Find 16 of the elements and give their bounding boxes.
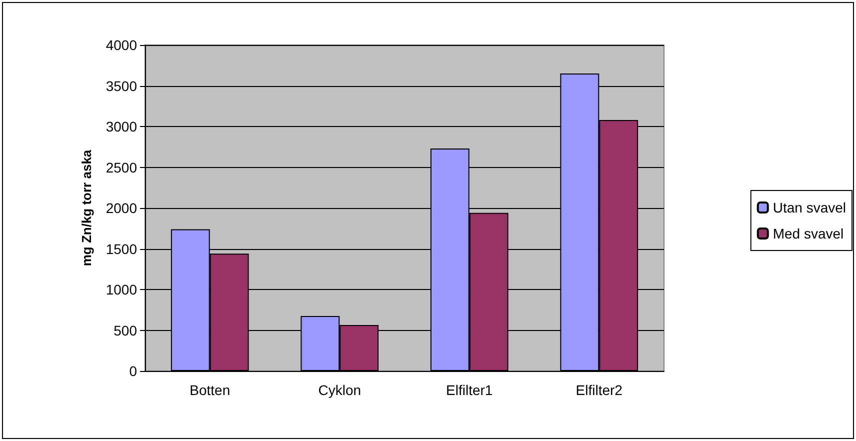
y-tick-label: 1000 — [106, 282, 138, 298]
y-tick-label: 3500 — [106, 78, 138, 94]
y-tick-label: 2500 — [106, 159, 138, 176]
y-axis-title: mg Zn/kg torr aska — [79, 149, 94, 266]
y-tick-label: 1500 — [106, 240, 138, 257]
x-tick-label: Botten — [190, 382, 230, 398]
y-tick-label: 0 — [129, 363, 138, 379]
x-tick-label: Elfilter1 — [446, 382, 493, 398]
x-tick-label: Elfilter2 — [576, 382, 623, 398]
y-tick-label: 2000 — [106, 200, 138, 216]
x-tick-label: Cyklon — [318, 382, 362, 398]
y-tick-label: 3000 — [106, 118, 138, 134]
legend-label: Utan svavel — [772, 200, 846, 216]
y-tick-label: 500 — [114, 322, 138, 338]
legend-label: Med svavel — [772, 226, 844, 242]
y-tick-label: 4000 — [106, 37, 138, 53]
